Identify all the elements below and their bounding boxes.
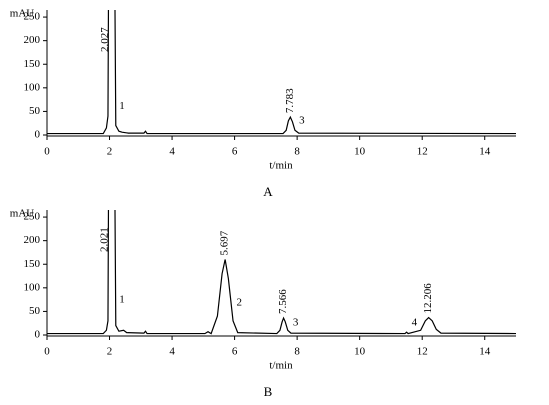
y-tick-label: 250 <box>24 211 41 223</box>
x-axis-label: t/min <box>269 160 293 172</box>
y-tick-label: 0 <box>35 129 41 141</box>
y-tick-label: 0 <box>35 329 41 341</box>
peak-number: 4 <box>412 316 418 328</box>
x-tick-label: 6 <box>232 146 238 158</box>
y-tick-label: 50 <box>29 105 41 117</box>
peak-number: 2 <box>237 296 243 308</box>
peak-number: 1 <box>119 100 125 112</box>
x-tick-label: 12 <box>417 346 428 358</box>
y-tick-label: 200 <box>24 234 41 246</box>
x-tick-label: 14 <box>479 146 491 158</box>
peak-label: 5.697 <box>219 230 231 255</box>
x-tick-label: 12 <box>417 146 428 158</box>
x-tick-label: 10 <box>354 346 366 358</box>
panel-label: B <box>264 384 273 399</box>
y-tick-label: 100 <box>24 281 41 293</box>
peak-label: 12.206 <box>422 283 434 314</box>
y-tick-label: 250 <box>24 11 41 23</box>
peak-label: 7.783 <box>284 88 296 113</box>
y-tick-label: 100 <box>24 81 41 93</box>
x-axis-label: t/min <box>269 360 293 372</box>
x-tick-label: 10 <box>354 146 366 158</box>
y-tick-label: 200 <box>24 34 41 46</box>
peak-label: 7.566 <box>277 289 289 314</box>
x-tick-label: 2 <box>107 346 113 358</box>
y-tick-label: 150 <box>24 258 41 270</box>
x-tick-label: 0 <box>44 146 50 158</box>
x-tick-label: 6 <box>232 346 238 358</box>
peak-number: 3 <box>293 316 299 328</box>
peak-label: 2.027 <box>99 27 111 52</box>
peak-number: 1 <box>119 294 125 306</box>
x-tick-label: 2 <box>107 146 113 158</box>
x-tick-label: 8 <box>294 146 300 158</box>
trace <box>47 10 516 135</box>
x-tick-label: 0 <box>44 346 50 358</box>
x-tick-label: 8 <box>294 346 300 358</box>
x-tick-label: 4 <box>169 146 175 158</box>
y-tick-label: 50 <box>29 305 41 317</box>
x-tick-label: 4 <box>169 346 175 358</box>
y-tick-label: 150 <box>24 58 41 70</box>
y-axis-label: mAU <box>10 8 35 20</box>
peak-label: 2.021 <box>99 227 111 252</box>
peak-number: 3 <box>299 114 305 126</box>
x-tick-label: 14 <box>479 346 491 358</box>
trace <box>47 210 516 335</box>
y-axis-label: mAU <box>10 208 35 220</box>
panel-label: A <box>263 184 273 199</box>
